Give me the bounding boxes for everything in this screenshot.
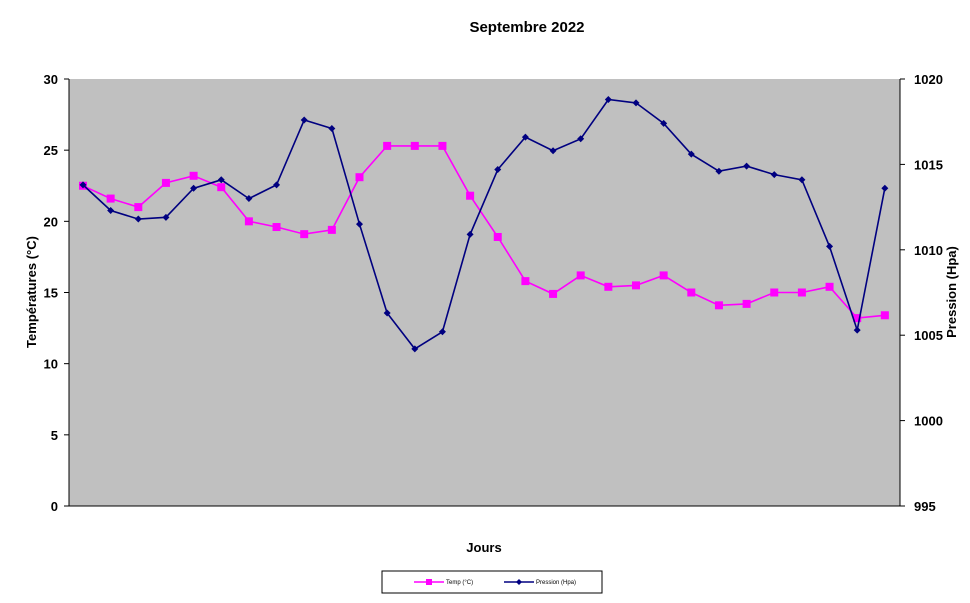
pressure-point — [494, 166, 502, 174]
temp-point — [797, 288, 806, 297]
pressure-point — [770, 171, 778, 179]
pressure-point — [162, 213, 170, 221]
series-layer — [79, 95, 889, 353]
right-tick-label: 1015 — [914, 157, 943, 172]
pressure-point — [632, 99, 640, 107]
left-tick-label: 0 — [51, 499, 58, 514]
plot-area — [69, 79, 900, 506]
pressure-point — [521, 133, 529, 141]
pressure-point — [743, 162, 751, 170]
pressure-point — [245, 195, 253, 203]
legend-pressure-marker — [516, 579, 522, 585]
right-axis: 995 1000 1005 1010 1015 1020 — [899, 72, 943, 514]
temp-point — [161, 178, 170, 187]
pressure-point — [687, 150, 695, 158]
pressure-point — [328, 125, 336, 133]
pressure-point — [273, 181, 281, 189]
legend-temp-label: Temp (°C) — [446, 580, 473, 586]
y-axis-title: Températures (°C) — [24, 236, 39, 348]
temp-point — [632, 281, 640, 290]
temp-point — [521, 277, 530, 286]
legend: Temp (°C) Pression (Hpa) — [381, 570, 603, 594]
left-tick-label: 25 — [44, 143, 58, 158]
pressure-point — [660, 119, 668, 127]
pressure-point — [79, 181, 87, 189]
temp-point — [189, 171, 198, 180]
left-tick-label: 20 — [44, 214, 58, 229]
pressure-point — [466, 230, 474, 238]
temp-point — [687, 288, 696, 297]
temp-point — [217, 183, 226, 192]
left-tick-label: 15 — [44, 286, 58, 301]
temp-point — [244, 217, 253, 226]
right-tick-label: 1010 — [914, 243, 943, 258]
temp-point — [576, 271, 585, 280]
x-axis-title: Jours — [466, 540, 501, 555]
left-tick-label: 5 — [51, 428, 58, 443]
pressure-point — [356, 220, 363, 228]
temp-point — [659, 271, 668, 280]
legend-box — [381, 570, 603, 594]
temp-point — [410, 141, 419, 150]
left-tick-label: 30 — [44, 72, 58, 87]
pressure-point — [798, 176, 806, 184]
pressure-point — [383, 309, 391, 317]
temp-point — [383, 141, 392, 150]
temp-point — [714, 301, 723, 310]
temp-point — [742, 299, 751, 308]
temp-point — [825, 282, 834, 291]
pressure-point — [217, 176, 225, 184]
pressure-point — [438, 328, 446, 336]
temp-point — [549, 289, 558, 298]
pressure-point — [853, 326, 861, 334]
y2-axis-title: Pression (Hpa) — [944, 246, 959, 338]
temp-point — [466, 191, 475, 200]
temp-point — [770, 288, 779, 297]
temp-point — [438, 141, 447, 150]
pressure-point — [107, 207, 115, 215]
temp-point — [106, 194, 115, 203]
legend-temp-marker — [426, 579, 432, 585]
right-tick-label: 1005 — [914, 328, 943, 343]
temp-point — [853, 314, 862, 323]
right-tick-label: 995 — [914, 499, 936, 514]
temp-point — [880, 311, 889, 320]
left-axis: 0 5 10 15 20 25 30 — [44, 72, 900, 514]
chart-title: Septembre 2022 — [469, 19, 584, 36]
temp-point — [355, 173, 364, 182]
temp-point — [327, 225, 336, 234]
temp-point — [493, 232, 502, 241]
temp-point — [134, 203, 143, 212]
pressure-series-line — [82, 98, 886, 350]
pressure-point — [411, 345, 419, 353]
pressure-point — [190, 184, 198, 192]
left-tick-label: 10 — [44, 357, 58, 372]
pressure-point — [715, 167, 723, 175]
pressure-point — [577, 135, 585, 143]
temp-point — [300, 230, 309, 239]
pressure-point — [134, 215, 142, 223]
temp-point — [604, 282, 613, 291]
temp-point — [272, 223, 281, 232]
right-tick-label: 1000 — [914, 414, 943, 429]
legend-pressure-label: Pression (Hpa) — [536, 580, 576, 586]
pressure-point — [300, 116, 308, 124]
pressure-point — [881, 184, 889, 192]
right-tick-label: 1020 — [914, 72, 943, 87]
pressure-point — [604, 95, 612, 103]
pressure-point — [826, 242, 834, 250]
temp-series-line — [82, 145, 885, 319]
pressure-point — [549, 147, 557, 155]
